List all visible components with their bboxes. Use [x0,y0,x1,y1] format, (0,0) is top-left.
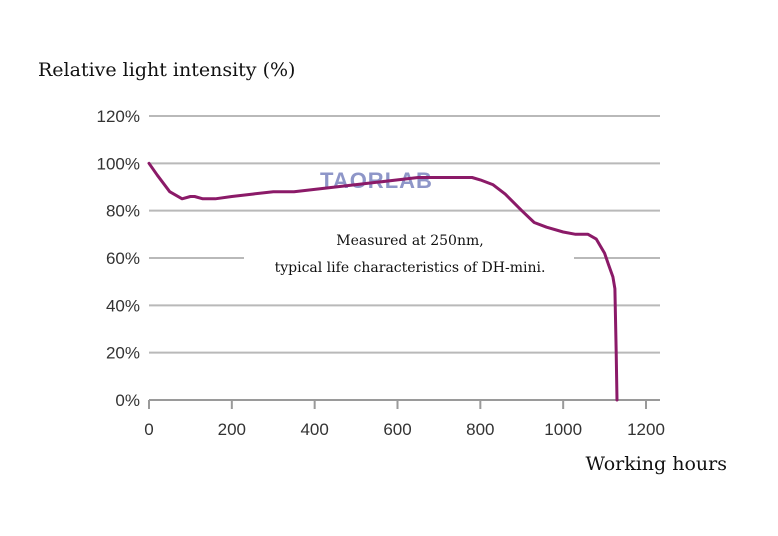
series-line [147,161,619,402]
x-tick-label: 200 [218,420,246,439]
x-tick-label: 1200 [627,420,665,439]
x-tick-label: 800 [466,420,494,439]
x-tick-label: 0 [144,420,153,439]
y-tick-label: 80% [106,202,140,221]
grid-lines [148,115,660,409]
y-tick-label: 0% [115,391,140,410]
y-tick-label: 120% [97,107,140,126]
y-axis-title: Relative light intensity (%) [38,59,295,81]
y-tick-label: 60% [106,249,140,268]
x-tick-label: 400 [300,420,328,439]
x-tick-label: 1000 [544,420,582,439]
x-tick-labels: 0 200 400 600 800 1000 1200 [144,420,665,439]
watermark-logo: TAORLAB [320,168,433,193]
annotation-line-1: Measured at 250nm, [336,233,483,249]
y-tick-labels: 0% 20% 40% 60% 80% 100% 120% [97,107,140,410]
series-layer [147,161,619,402]
y-tick-label: 20% [106,344,140,363]
x-tick-label: 600 [383,420,411,439]
x-axis-title: Working hours [585,453,727,475]
y-tick-label: 40% [106,296,140,315]
annotation-backdrop [244,223,574,283]
annotation-line-2: typical life characteristics of DH-mini. [275,260,546,276]
y-tick-label: 100% [97,154,140,173]
